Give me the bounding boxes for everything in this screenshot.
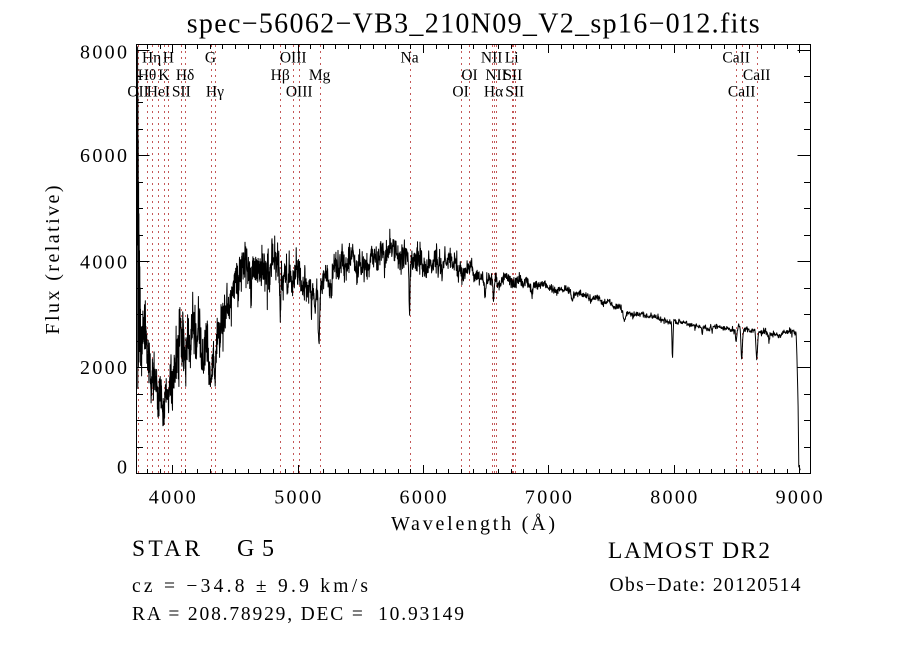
svg-text:OIII: OIII — [280, 50, 307, 67]
svg-text:SII: SII — [503, 67, 522, 84]
svg-text:CaII: CaII — [722, 50, 750, 67]
svg-text:OIII: OIII — [286, 84, 313, 101]
svg-text:STAR: STAR — [132, 536, 200, 562]
svg-text:Hη: Hη — [142, 50, 161, 67]
svg-text:CaII: CaII — [743, 67, 771, 84]
svg-text:K: K — [158, 67, 170, 84]
svg-text:NII: NII — [485, 67, 507, 84]
svg-text:Hα: Hα — [484, 84, 503, 101]
svg-text:0: 0 — [117, 456, 127, 478]
svg-text:LAMOST DR2: LAMOST DR2 — [608, 538, 770, 564]
svg-text:Mg: Mg — [309, 67, 331, 84]
svg-text:RA = 208.78929, DEC = 10.9314: RA = 208.78929, DEC = 10.93149 — [132, 604, 464, 625]
svg-text:Na: Na — [401, 50, 419, 67]
svg-text:Li: Li — [505, 50, 519, 67]
svg-text:OI: OI — [452, 84, 468, 101]
svg-text:CaII: CaII — [728, 84, 756, 101]
svg-text:SII: SII — [172, 84, 191, 101]
svg-text:OI: OI — [461, 67, 477, 84]
svg-text:Hδ: Hδ — [176, 67, 195, 84]
svg-text:HeI: HeI — [147, 84, 170, 101]
svg-text:Hθ: Hθ — [138, 67, 157, 84]
svg-text:Hβ: Hβ — [271, 67, 290, 84]
svg-text:NII: NII — [481, 50, 503, 67]
svg-text:H: H — [163, 50, 174, 67]
svg-text:Hγ: Hγ — [206, 84, 224, 101]
svg-text:OII: OII — [127, 84, 149, 101]
svg-text:G: G — [205, 50, 216, 67]
svg-text:Flux (relative): Flux (relative) — [42, 186, 64, 335]
svg-text:SII: SII — [505, 84, 524, 101]
svg-text:spec−56062−VB3_210N09_V2_sp16−: spec−56062−VB3_210N09_V2_sp16−012.fits — [187, 9, 760, 40]
svg-text:Wavelength (Å): Wavelength (Å) — [391, 513, 555, 535]
svg-text:cz = −34.8 ± 9.9 km/s: cz = −34.8 ± 9.9 km/s — [132, 576, 368, 597]
svg-text:Obs−Date: 20120514: Obs−Date: 20120514 — [610, 575, 801, 596]
